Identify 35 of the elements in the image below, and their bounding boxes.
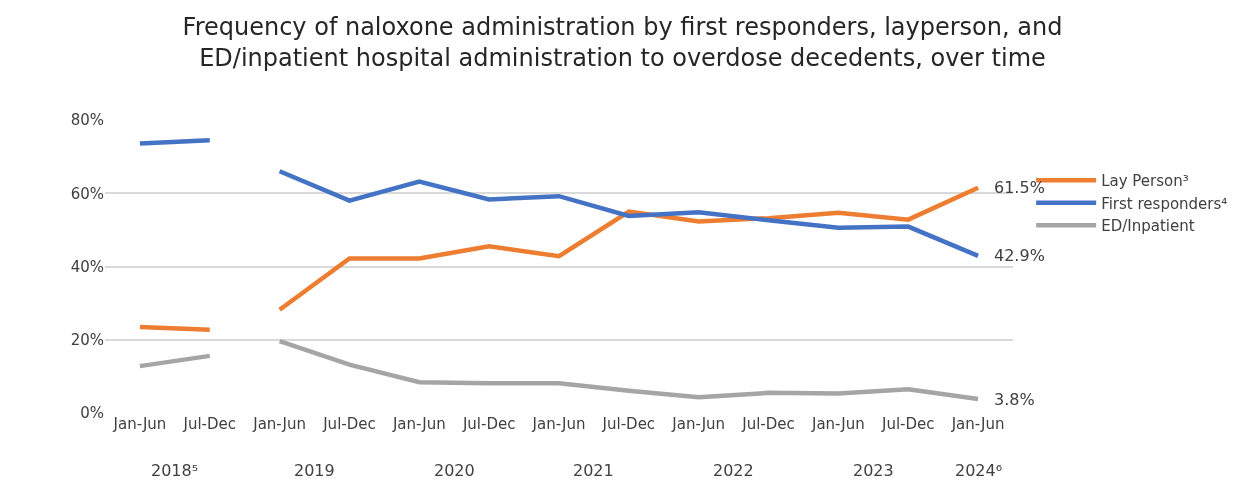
line-series [277,169,981,259]
legend-label: ED/Inpatient [1101,217,1195,236]
text: 2018⁵ [151,461,199,480]
text: 2023 [853,461,894,480]
data-label: 42.9% [994,246,1045,265]
x-tick-label: Jul-Dec [880,415,935,433]
text: 2024⁶ [955,461,1003,480]
x-tick-label: Jul-Dec [182,415,237,433]
y-tick-label: 60% [70,184,104,203]
x-tick-label: Jan-Jun [112,415,167,433]
x-tick-label: Jan-Jun [252,415,307,433]
x-tick-label: Jul-Dec [322,415,376,433]
data-label: 3.8% [994,390,1035,409]
y-tick-label: 20% [70,331,104,349]
x-tick-label: Jan-Jun [671,415,726,433]
data-label: 61.5% [994,178,1045,197]
chart-title: Frequency of naloxone administration by first responders, layperson, and ED/inpatient hospital administration to overdose decedents, over time [182,12,1063,72]
y-tick-label: 0% [80,404,104,423]
x-tick-label: Jan-Jun [531,415,586,433]
x-tick-label: Jul-Dec [741,415,795,433]
x-tick-label: Jan-Jun [810,415,865,433]
legend-label: Lay Person³ [1101,172,1189,191]
x-tick-label: Jan-Jun [391,415,446,433]
text: 2022 [713,461,754,480]
line-series [277,185,981,312]
text: 2019 [294,461,335,480]
x-tick-label: Jul-Dec [461,415,516,433]
x-tick-label: Jan-Jun [950,415,1005,433]
line-series [277,338,981,402]
text: 2021 [573,461,614,480]
text: 2020 [434,461,475,480]
y-tick-label: 40% [70,257,104,276]
legend-label: First responders⁴ [1101,194,1228,213]
y-tick-label: 80% [70,111,104,130]
x-tick-label: Jul-Dec [601,415,656,433]
